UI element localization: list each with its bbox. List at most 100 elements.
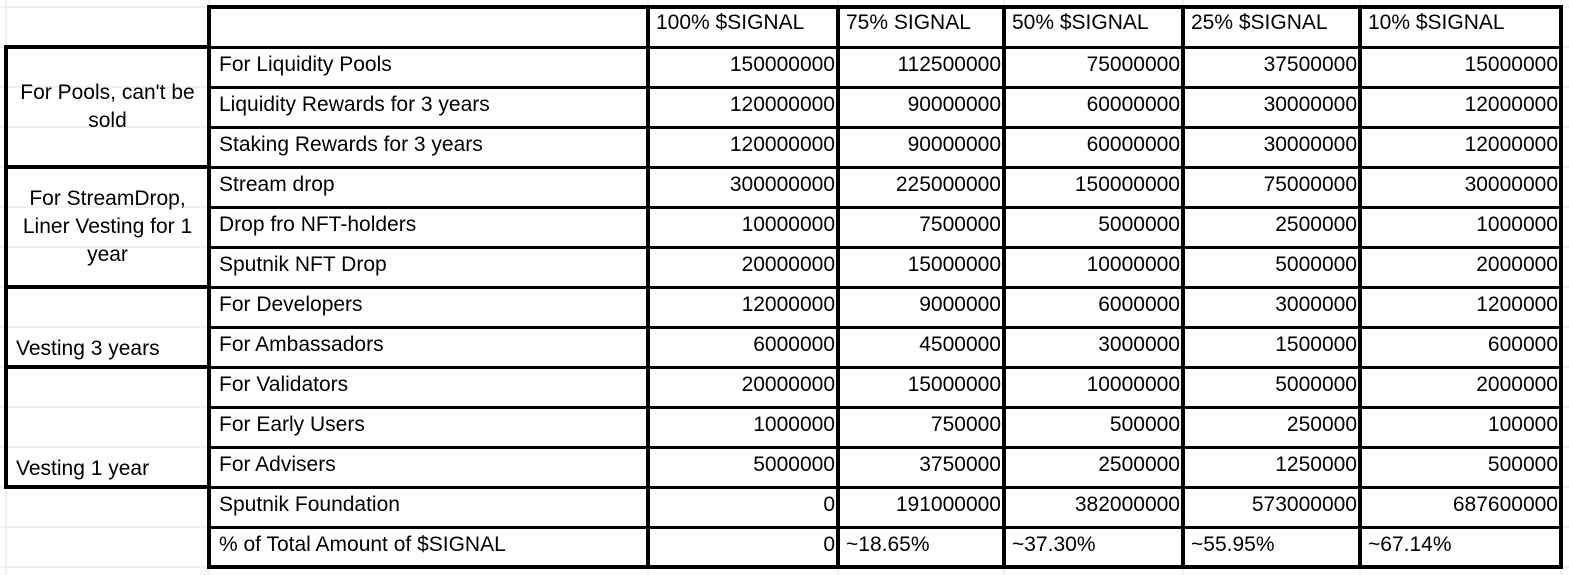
table-cell[interactable]: 500000 — [1109, 413, 1180, 436]
table-cell[interactable]: 12000000 — [741, 293, 835, 316]
row-border — [207, 5, 1563, 9]
row-label[interactable]: Stream drop — [219, 173, 335, 196]
table-cell[interactable]: 7500000 — [919, 213, 1001, 236]
table-cell[interactable]: 382000000 — [1074, 493, 1180, 516]
table-cell[interactable]: 120000000 — [729, 93, 835, 116]
row-label[interactable]: For Liquidity Pools — [219, 53, 392, 76]
table-cell[interactable]: 5000000 — [1275, 253, 1357, 276]
column-header[interactable]: 100% $SIGNAL — [656, 11, 805, 34]
group-label[interactable]: For StreamDrop, Liner Vesting for 1 year — [22, 187, 193, 266]
table-cell[interactable]: 3000000 — [1275, 293, 1357, 316]
table-cell[interactable]: 1000000 — [1476, 213, 1558, 236]
table-cell[interactable]: 60000000 — [1086, 93, 1180, 116]
row-border — [208, 366, 1563, 369]
table-cell[interactable]: 687600000 — [1452, 493, 1558, 516]
table-cell[interactable]: 120000000 — [729, 133, 835, 156]
column-border — [1002, 5, 1006, 569]
table-cell[interactable]: 10000000 — [1086, 253, 1180, 276]
group-label[interactable]: For Pools, can't be sold — [20, 81, 195, 132]
table-cell[interactable]: 250000 — [1286, 413, 1357, 436]
table-cell[interactable]: 150000000 — [1074, 173, 1180, 196]
row-label[interactable]: Liquidity Rewards for 3 years — [219, 93, 490, 116]
table-cell[interactable]: 300000000 — [729, 173, 835, 196]
row-label[interactable]: Drop fro NFT-holders — [219, 213, 417, 236]
row-label[interactable]: For Early Users — [219, 413, 365, 436]
row-border — [208, 46, 1563, 49]
row-border — [208, 166, 1563, 169]
row-label[interactable]: For Validators — [219, 373, 349, 396]
table-cell[interactable]: 12000000 — [1464, 93, 1558, 116]
table-cell[interactable]: 1200000 — [1476, 293, 1558, 316]
table-cell[interactable]: 3000000 — [1098, 333, 1180, 356]
table-cell[interactable]: 6000000 — [753, 333, 835, 356]
table-cell[interactable]: 12000000 — [1464, 133, 1558, 156]
table-cell[interactable]: 30000000 — [1263, 133, 1357, 156]
table-cell[interactable]: 1500000 — [1275, 333, 1357, 356]
table-cell[interactable]: 10000000 — [741, 213, 835, 236]
table-cell[interactable]: 4500000 — [919, 333, 1001, 356]
table-cell[interactable]: 6000000 — [1098, 293, 1180, 316]
table-cell[interactable]: 20000000 — [741, 373, 835, 396]
row-label[interactable]: Sputnik Foundation — [219, 493, 400, 516]
row-border — [208, 86, 1563, 89]
table-cell[interactable]: ~55.95% — [1191, 533, 1275, 556]
group-label[interactable]: Vesting 1 year — [16, 457, 150, 480]
table-cell[interactable]: ~67.14% — [1368, 533, 1452, 556]
row-border — [208, 526, 1563, 529]
table-cell[interactable]: 0 — [823, 493, 835, 516]
group-label[interactable]: Vesting 3 years — [16, 337, 160, 360]
row-label[interactable]: For Developers — [219, 293, 363, 316]
table-cell[interactable]: 1250000 — [1275, 453, 1357, 476]
table-cell[interactable]: 37500000 — [1263, 53, 1357, 76]
table-cell[interactable]: ~37.30% — [1012, 533, 1096, 556]
table-cell[interactable]: 15000000 — [907, 373, 1001, 396]
column-header[interactable]: 50% $SIGNAL — [1012, 11, 1149, 34]
table-cell[interactable]: 100000 — [1487, 413, 1558, 436]
column-header[interactable]: 75% SIGNAL — [846, 11, 971, 34]
table-cell[interactable]: 30000000 — [1263, 93, 1357, 116]
table-cell[interactable]: 5000000 — [1275, 373, 1357, 396]
table-cell[interactable]: 750000 — [930, 413, 1001, 436]
table-cell[interactable]: 225000000 — [895, 173, 1001, 196]
table-cell[interactable]: 600000 — [1487, 333, 1558, 356]
table-cell[interactable]: 112500000 — [897, 53, 1001, 76]
row-label[interactable]: % of Total Amount of $SIGNAL — [219, 533, 506, 556]
table-cell[interactable]: 2000000 — [1476, 373, 1558, 396]
row-label[interactable]: For Advisers — [219, 453, 336, 476]
column-border — [1358, 5, 1362, 569]
table-cell[interactable]: 60000000 — [1086, 133, 1180, 156]
table-cell[interactable]: 2500000 — [1275, 213, 1357, 236]
table-cell[interactable]: 20000000 — [741, 253, 835, 276]
table-cell[interactable]: 15000000 — [907, 253, 1001, 276]
table-cell[interactable]: 90000000 — [907, 133, 1001, 156]
table-cell[interactable]: 0 — [823, 533, 835, 556]
row-label[interactable]: Sputnik NFT Drop — [219, 253, 387, 276]
row-border — [208, 206, 1563, 209]
table-cell[interactable]: 2000000 — [1476, 253, 1558, 276]
table-cell[interactable]: 500000 — [1487, 453, 1558, 476]
table-cell[interactable]: 75000000 — [1086, 53, 1180, 76]
table-cell[interactable]: 3750000 — [919, 453, 1001, 476]
table-cell[interactable]: 10000000 — [1086, 373, 1180, 396]
table-cell[interactable]: 191000000 — [895, 493, 1001, 516]
table-cell[interactable]: 90000000 — [907, 93, 1001, 116]
table-cell[interactable]: 30000000 — [1464, 173, 1558, 196]
table-cell[interactable]: 573000000 — [1251, 493, 1357, 516]
group-border — [4, 285, 211, 289]
table-cell[interactable]: ~18.65% — [846, 533, 930, 556]
column-header[interactable]: 10% $SIGNAL — [1368, 11, 1505, 34]
table-cell[interactable]: 1000000 — [753, 413, 835, 436]
table-cell[interactable]: 2500000 — [1098, 453, 1180, 476]
row-border — [208, 286, 1563, 289]
table-cell[interactable]: 150000000 — [729, 53, 835, 76]
table-cell[interactable]: 5000000 — [753, 453, 835, 476]
column-header[interactable]: 25% $SIGNAL — [1191, 11, 1328, 34]
table-cell[interactable]: 5000000 — [1098, 213, 1180, 236]
table-cell[interactable]: 75000000 — [1263, 173, 1357, 196]
table-cell[interactable]: 15000000 — [1464, 53, 1558, 76]
row-label[interactable]: Staking Rewards for 3 years — [219, 133, 483, 156]
table-cell[interactable]: 9000000 — [919, 293, 1001, 316]
row-label[interactable]: For Ambassadors — [219, 333, 384, 356]
column-border — [1559, 5, 1563, 569]
